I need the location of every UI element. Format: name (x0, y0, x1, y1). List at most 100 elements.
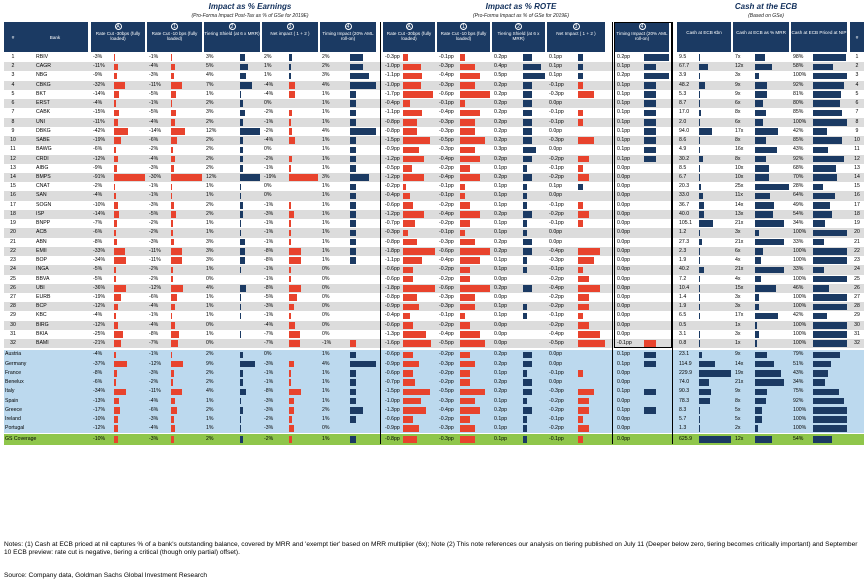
negative-bar (578, 275, 589, 283)
cell-value: 0.1pp (617, 100, 630, 107)
cash-value: 43% (793, 369, 804, 376)
column-header-r-d: 3 Net Impact ( 1 + 2 ) (547, 22, 605, 52)
row-number-right: 29 (854, 312, 860, 319)
negative-bar (459, 340, 485, 348)
negative-bar (578, 211, 589, 218)
bank-name: BKIA (36, 330, 48, 337)
positive-bar (523, 174, 532, 181)
rote-group-subtitle: (Pro-Forma Impact as % of GSe for 2019E) (472, 13, 570, 19)
bank-name: ERST (36, 100, 50, 107)
positive-bar (349, 416, 357, 423)
cash-value: 9x (735, 81, 741, 88)
cash-bar (755, 285, 776, 292)
cash-value: 75% (793, 388, 804, 395)
cell-value: -0.2pp (549, 406, 564, 413)
cell-value: -1% (264, 312, 274, 319)
cell-value: -1% (264, 379, 274, 386)
cell-value: 0.1pp (494, 312, 507, 319)
cell-value: -0.6pp (385, 351, 400, 358)
cell-value: -0.4pp (385, 312, 400, 319)
cell-value: 1% (206, 425, 214, 432)
cash-value: 15x (735, 284, 744, 291)
row-number: 28 (10, 303, 16, 310)
cell-value: -0.6pp (385, 275, 400, 282)
positive-bar (349, 118, 357, 126)
negative-bar (289, 360, 294, 368)
row-number: 8 (11, 118, 15, 125)
negative-bar (402, 360, 419, 368)
positive-bar (349, 183, 357, 191)
cell-value: 0.1pp (494, 369, 507, 376)
negative-bar (459, 155, 480, 163)
positive-bar (239, 425, 242, 433)
cell-value: -0.5pp (439, 137, 454, 144)
positive-bar (523, 436, 528, 443)
cash-bar (813, 72, 847, 80)
cash-value: 7x (735, 54, 741, 60)
cell-value: -33% (93, 247, 106, 254)
column-header-index-icon: A (114, 23, 122, 30)
negative-bar (402, 331, 426, 338)
positive-bar (349, 109, 357, 117)
cell-value: -0.3pp (439, 146, 454, 153)
cell-value: 0.0pp (617, 210, 630, 217)
row-number: 15 (10, 183, 16, 190)
cell-value: 1% (206, 397, 214, 404)
bank-name: RBIV (36, 54, 49, 60)
positive-bar (239, 192, 242, 200)
cell-value: -0.2pp (439, 351, 454, 358)
cash-value: 54% (793, 435, 804, 442)
table-row: 16 16 SAN -4% -1% 1% 0% 1% -0.4pp -0.1pp 0.1pp 0.0p… (0, 191, 867, 200)
cash-value: 20.3 (679, 183, 690, 190)
table-row: 25 25 BBVA -5% -2% 0% -1% 0% -0.6pp -0.2pp 0.0pp -0… (0, 275, 867, 284)
negative-bar (289, 229, 291, 237)
cash-value: 80% (793, 100, 804, 107)
negative-bar (170, 146, 173, 154)
cash-value: 23.1 (679, 351, 690, 358)
bank-name: Italy (5, 388, 15, 395)
positive-bar (349, 388, 357, 396)
positive-bar (523, 425, 528, 433)
cell-value: 3% (322, 173, 330, 180)
row-number: 23 (10, 257, 16, 264)
negative-bar (459, 146, 475, 154)
bank-name: ACB (36, 229, 47, 236)
earnings-group-subtitle: (Pro-Forma Impact Post-Tax as % of GSe f… (191, 13, 309, 19)
cell-value: -5% (149, 210, 159, 217)
cell-value: 0.1pp (617, 118, 630, 125)
cash-bar (755, 388, 768, 396)
positive-bar (349, 201, 357, 209)
table-row: 14 14 BMPS -91% -30% 12% -19% 3% -1.2pp -0.4pp 0.2… (0, 173, 867, 182)
cash-value: 9x (735, 388, 741, 395)
cash-value: 49% (793, 201, 804, 208)
negative-bar (459, 220, 470, 228)
cell-value: -1.0pp (385, 63, 400, 70)
cell-value: 0.1pp (549, 72, 562, 79)
cash-group-subtitle: (Based on GSe) (748, 13, 784, 19)
positive-bar (349, 192, 357, 200)
cash-bar (698, 91, 700, 98)
bank-name: Austria (5, 351, 22, 358)
cell-value: 0.1pp (494, 164, 507, 171)
positive-bar (643, 128, 657, 135)
negative-bar (289, 407, 294, 414)
negative-bar (170, 321, 175, 329)
cell-value: 0.1pp (617, 351, 630, 358)
negative-bar (114, 407, 120, 414)
row-number-right: 30 (854, 321, 860, 328)
cash-value: 92% (793, 81, 804, 88)
positive-bar (523, 220, 528, 228)
cash-bar (755, 81, 768, 89)
cash-value: 21x (735, 379, 744, 386)
negative-bar (114, 294, 121, 301)
cell-value: 1% (206, 90, 214, 97)
cell-value: 0% (322, 321, 330, 328)
negative-bar (578, 370, 584, 377)
column-header-e-b: 1 Rate Cut -10 bps (fully loaded) (147, 22, 202, 52)
negative-bar (289, 220, 291, 228)
cash-bar (813, 425, 847, 433)
negative-bar (170, 201, 174, 209)
negative-bar (170, 285, 184, 292)
positive-bar (239, 266, 242, 274)
cash-bar (698, 312, 700, 320)
